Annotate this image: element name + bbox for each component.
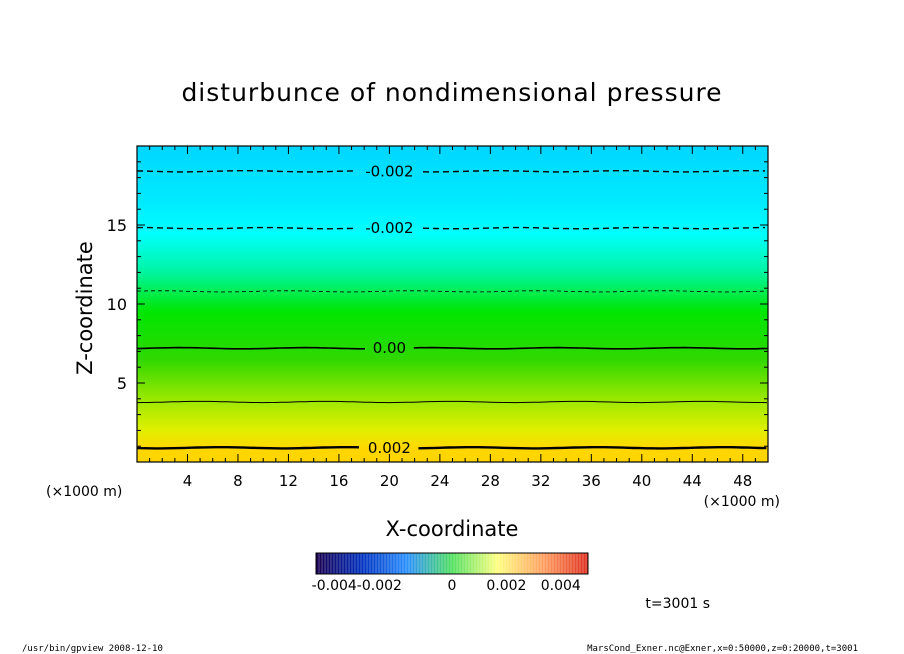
x-tick-label: 20 [380,472,399,490]
contour-2: 0.00 [136,339,768,357]
y-axis-label: Z-coordinate [73,241,97,375]
footer-right: MarsCond_Exner.nc@Exner,x=0:50000,z=0:20… [587,644,858,654]
contour-segment-right-5 [422,170,766,173]
contour-3 [136,290,768,293]
contour-segment-left-0 [136,446,360,450]
contour-lines: 0.002 0.00 -0.002 -0.002 [136,162,768,457]
x-tick-label: 32 [531,472,550,490]
contour-segment-3 [136,290,768,293]
colorbar: -0.004-0.002 0 0.002 0.004 [312,552,589,594]
y-tick-label: 10 [107,295,127,314]
chart-title: disturbunce of nondimensional pressure [181,78,722,107]
x-tick-label: 44 [683,472,702,490]
x-unit-left: (×1000 m) [46,484,122,500]
y-tick-label: 5 [117,374,127,393]
contour-5: -0.002 [136,162,766,180]
time-label: t=3001 s [645,596,710,612]
colorbar-tick-label: -0.004-0.002 [312,578,402,594]
contour-segment-left-2 [136,346,365,350]
x-tick-label: 12 [279,472,298,490]
pressure-field [137,146,768,462]
colorbar-frame [315,552,589,575]
contour-segment-left-4 [137,226,354,230]
contour-label-4: -0.002 [365,219,413,237]
x-tick-label: 48 [733,472,752,490]
colorbar-tick-labels: -0.004-0.002 0 0.002 0.004 [312,578,581,594]
contour-0: 0.002 [136,439,767,457]
x-tick-label: 36 [582,472,601,490]
contour-segment-1 [136,400,768,404]
contour-label-2: 0.00 [373,339,406,357]
contour-label-0: 0.002 [368,439,411,457]
contour-1 [136,400,768,404]
colorbar-bands [318,553,587,574]
x-tick-label: 28 [481,472,500,490]
footer-left: /usr/bin/gpview 2008-12-10 [22,644,163,654]
x-tick-label: 8 [233,472,243,490]
colorbar-tick-label: 0 [448,578,457,594]
colorbar-tick-label: 0.004 [541,578,581,594]
y-tick-label: 15 [107,216,127,235]
x-tick-label: 24 [430,472,449,490]
contour-label-5: -0.002 [365,162,413,180]
contour-4: -0.002 [137,219,765,237]
contour-segment-right-0 [418,446,767,450]
contour-segment-left-5 [136,170,354,173]
x-tick-label: 16 [329,472,348,490]
contour-segment-right-4 [422,226,765,230]
x-tick-label: 4 [183,472,193,490]
x-tick-label: 40 [632,472,651,490]
x-axis-label: X-coordinate [386,517,519,541]
x-unit-right: (×1000 m) [704,494,780,510]
contour-segment-right-2 [413,346,768,350]
colorbar-tick-label: 0.002 [486,578,526,594]
colorbar-fill [316,553,588,574]
